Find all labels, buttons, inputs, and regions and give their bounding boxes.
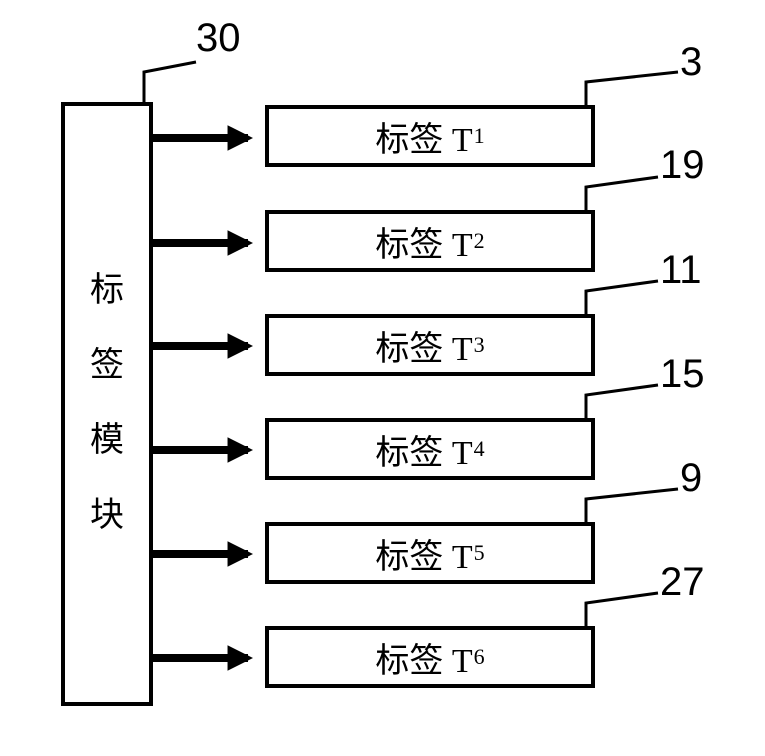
tag-callout-number-1: 3: [680, 40, 702, 85]
tag-callout-leader-1: [586, 72, 678, 105]
tag-box-2: 标签 T2: [265, 210, 595, 272]
tag-label: 标签 T: [375, 425, 472, 474]
module-box: 标签模块: [61, 102, 153, 706]
tag-subscript: 6: [474, 644, 485, 670]
tag-subscript: 3: [474, 332, 485, 358]
tag-box-5: 标签 T5: [265, 522, 595, 584]
tag-callout-number-6: 27: [660, 560, 705, 605]
module-label-char: 模: [90, 404, 124, 479]
module-callout-leader: [144, 62, 196, 102]
tag-callout-number-2: 19: [660, 143, 705, 188]
tag-subscript: 4: [474, 436, 485, 462]
tag-callout-leader-2: [586, 177, 658, 210]
module-label-char: 标: [90, 254, 124, 329]
tag-box-1: 标签 T1: [265, 105, 595, 167]
tag-subscript: 1: [474, 123, 485, 149]
module-label-char: 签: [90, 329, 124, 404]
tag-label: 标签 T: [375, 633, 472, 682]
tag-callout-number-5: 9: [680, 456, 702, 501]
tag-label: 标签 T: [375, 529, 472, 578]
tag-callout-number-4: 15: [660, 352, 705, 397]
module-callout-number: 30: [196, 16, 241, 61]
tag-label: 标签 T: [375, 217, 472, 266]
module-label-char: 块: [90, 479, 124, 554]
tag-box-3: 标签 T3: [265, 314, 595, 376]
tag-callout-leader-4: [586, 385, 658, 418]
tag-box-4: 标签 T4: [265, 418, 595, 480]
tag-box-6: 标签 T6: [265, 626, 595, 688]
tag-callout-leader-6: [586, 593, 658, 626]
tag-label: 标签 T: [375, 321, 472, 370]
tag-label: 标签 T: [375, 112, 472, 161]
tag-subscript: 5: [474, 540, 485, 566]
tag-callout-leader-3: [586, 281, 658, 314]
tag-callout-leader-5: [586, 489, 678, 522]
tag-subscript: 2: [474, 228, 485, 254]
tag-callout-number-3: 11: [660, 248, 702, 293]
